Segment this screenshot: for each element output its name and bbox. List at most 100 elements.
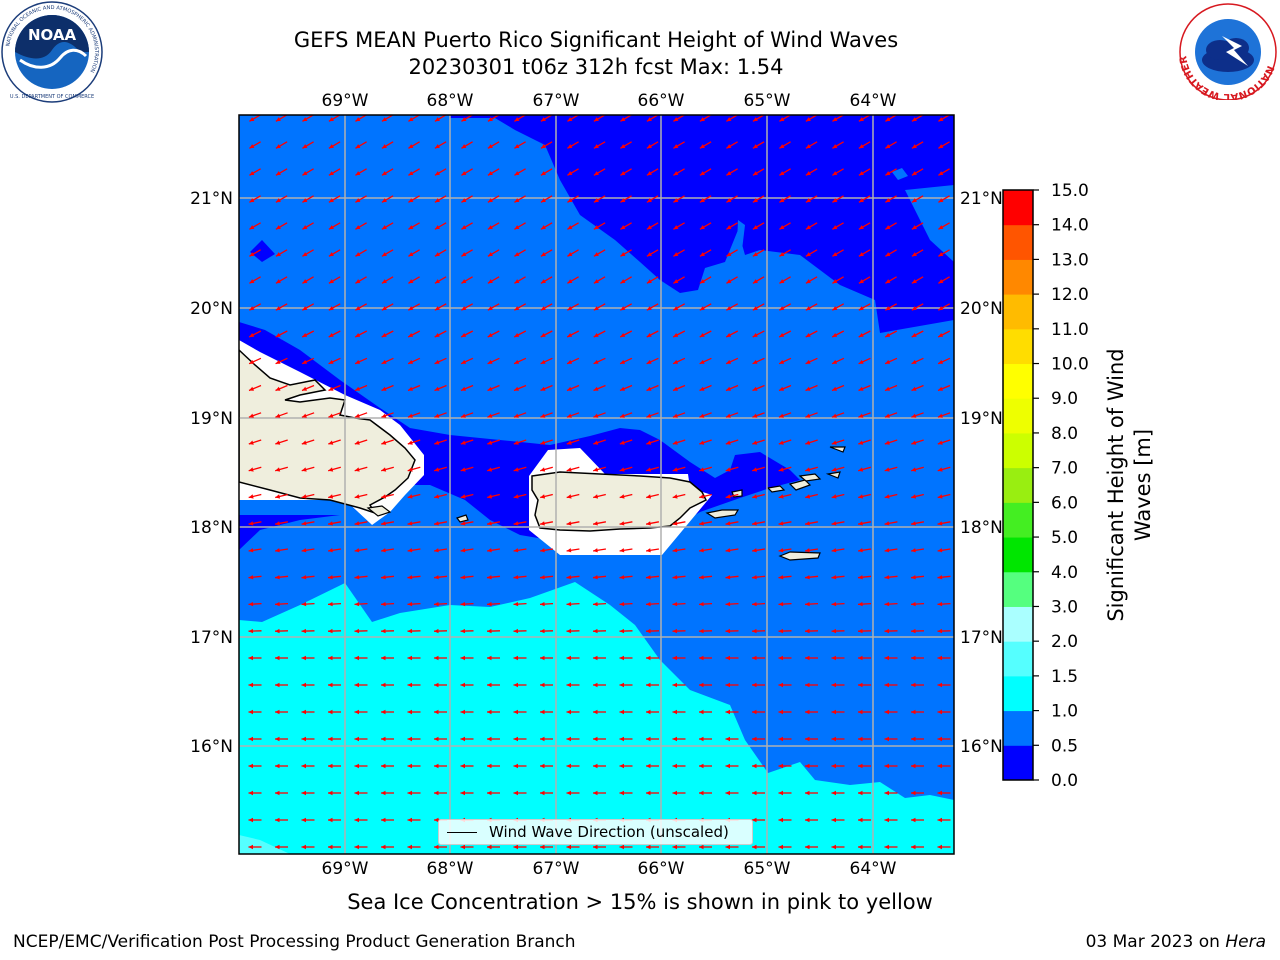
wave-direction-arrowhead <box>302 144 308 149</box>
wave-direction-arrowhead <box>593 117 599 122</box>
wave-direction-arrowhead <box>567 306 573 311</box>
wave-direction-arrowhead <box>805 413 811 418</box>
colorbar-tick-label: 9.0 <box>1051 389 1078 409</box>
wave-direction-arrowhead <box>805 763 810 769</box>
wave-direction-arrowhead <box>540 252 546 257</box>
wave-direction-arrowhead <box>752 413 758 418</box>
wave-direction-arrowhead <box>540 117 546 122</box>
gridlines <box>239 115 954 854</box>
wave-direction-arrowhead <box>752 548 757 553</box>
wave-direction-arrowhead <box>752 198 758 203</box>
wave-direction-arrowhead <box>938 359 944 364</box>
wave-direction-arrowhead <box>567 225 573 230</box>
wave-direction-arrowhead <box>593 413 599 418</box>
wave-direction-arrowhead <box>487 682 492 688</box>
wave-direction-arrowhead <box>328 413 334 418</box>
wave-direction-arrowhead <box>566 521 572 526</box>
wave-direction-arrowhead <box>487 144 493 149</box>
colorbar-tick-label: 14.0 <box>1051 216 1089 236</box>
wave-direction-arrowhead <box>434 225 440 230</box>
wave-direction-arrowhead <box>487 844 492 850</box>
wave-direction-arrowhead <box>275 198 281 203</box>
land-island-north <box>829 446 846 453</box>
wave-direction-arrowhead <box>487 790 492 796</box>
wave-direction-arrowhead <box>884 413 890 418</box>
wave-direction-arrowhead <box>884 763 889 769</box>
wave-direction-arrowhead <box>513 440 519 445</box>
wave-direction-arrowhead <box>805 736 810 742</box>
wave-direction-arrowhead <box>408 225 414 230</box>
wave-direction-arrowhead <box>514 279 520 284</box>
wave-direction-arrowhead <box>673 306 679 311</box>
wave-direction-arrowhead <box>646 844 651 850</box>
wave-direction-arrowhead <box>646 628 651 634</box>
wave-direction-arrowhead <box>593 655 598 661</box>
wave-direction-arrowhead <box>328 225 334 230</box>
wave-direction-arrowhead <box>620 144 626 149</box>
lon-label-bottom: 67°W <box>533 859 580 879</box>
wave-direction-arrowhead <box>487 440 493 445</box>
wave-direction-arrowhead <box>434 844 439 850</box>
wave-direction-arrowhead <box>460 575 466 580</box>
wave-direction-arrowhead <box>673 359 679 364</box>
wave-direction-arrowhead <box>752 386 758 391</box>
wave-direction-arrowhead <box>699 171 705 176</box>
wave-direction-arrowhead <box>646 198 652 203</box>
wave-direction-arrowhead <box>884 844 889 850</box>
wind-wave-arrows <box>248 115 951 850</box>
wave-direction-arrowhead <box>275 628 280 634</box>
wave-direction-arrowhead <box>434 709 439 715</box>
wave-direction-arrowhead <box>301 575 307 580</box>
wave-direction-arrowhead <box>381 144 387 149</box>
wave-direction-arrowhead <box>567 359 573 364</box>
colorbar-title-line2: Waves [m] <box>1131 428 1155 542</box>
wave-direction-arrowhead <box>699 494 705 499</box>
wave-direction-arrowhead <box>778 736 783 742</box>
colorbar-tick-label: 1.5 <box>1051 667 1078 687</box>
wave-direction-arrowhead <box>752 575 757 580</box>
wave-direction-arrowhead <box>805 494 811 499</box>
wave-direction-arrowhead <box>354 628 360 634</box>
wave-direction-arrowhead <box>354 817 359 823</box>
wave-direction-arrowhead <box>858 655 863 661</box>
wave-direction-arrowhead <box>460 790 465 796</box>
wave-direction-arrowhead <box>646 494 652 499</box>
wave-direction-arrowhead <box>593 252 599 257</box>
wave-direction-arrowhead <box>249 198 255 203</box>
wave-direction-arrowhead <box>355 279 361 284</box>
wave-direction-arrowhead <box>408 359 414 364</box>
wave-direction-arrowhead <box>911 602 916 607</box>
wave-direction-arrowhead <box>911 628 916 634</box>
wave-direction-arrowhead <box>752 440 758 445</box>
wave-direction-arrowhead <box>408 144 414 149</box>
wave-direction-arrowhead <box>328 467 334 472</box>
wave-direction-arrowhead <box>354 844 359 850</box>
wave-direction-arrowhead <box>434 333 440 337</box>
wave-direction-arrowhead <box>407 521 413 526</box>
wave-direction-arrowhead <box>275 817 280 823</box>
wave-direction-arrowhead <box>858 252 864 257</box>
wave-direction-arrowhead <box>460 682 465 688</box>
wave-direction-arrowhead <box>434 682 439 688</box>
wave-direction-arrowhead <box>487 117 493 122</box>
wave-direction-arrowhead <box>778 494 784 499</box>
wave-direction-arrowhead <box>884 709 889 715</box>
wave-direction-arrowhead <box>275 117 281 122</box>
wave-direction-arrowhead <box>514 225 520 230</box>
wave-direction-arrowhead <box>381 655 386 661</box>
wave-direction-arrowhead <box>911 575 916 580</box>
wave-direction-arrowhead <box>381 359 387 364</box>
wave-direction-arrowhead <box>249 333 255 337</box>
wave-direction-arrowhead <box>566 628 572 634</box>
wave-direction-arrowhead <box>725 602 731 607</box>
wave-direction-arrowhead <box>752 521 757 526</box>
wave-direction-arrowhead <box>540 844 545 850</box>
wave-direction-arrowhead <box>275 763 280 769</box>
wave-direction-arrowhead <box>779 386 784 391</box>
wave-direction-arrowhead <box>619 494 625 499</box>
wave-direction-arrowhead <box>540 790 545 796</box>
wave-direction-arrowhead <box>619 413 625 418</box>
wave-direction-arrowhead <box>381 709 386 715</box>
wave-direction-arrowhead <box>725 628 731 634</box>
wave-direction-arrowhead <box>699 440 705 445</box>
